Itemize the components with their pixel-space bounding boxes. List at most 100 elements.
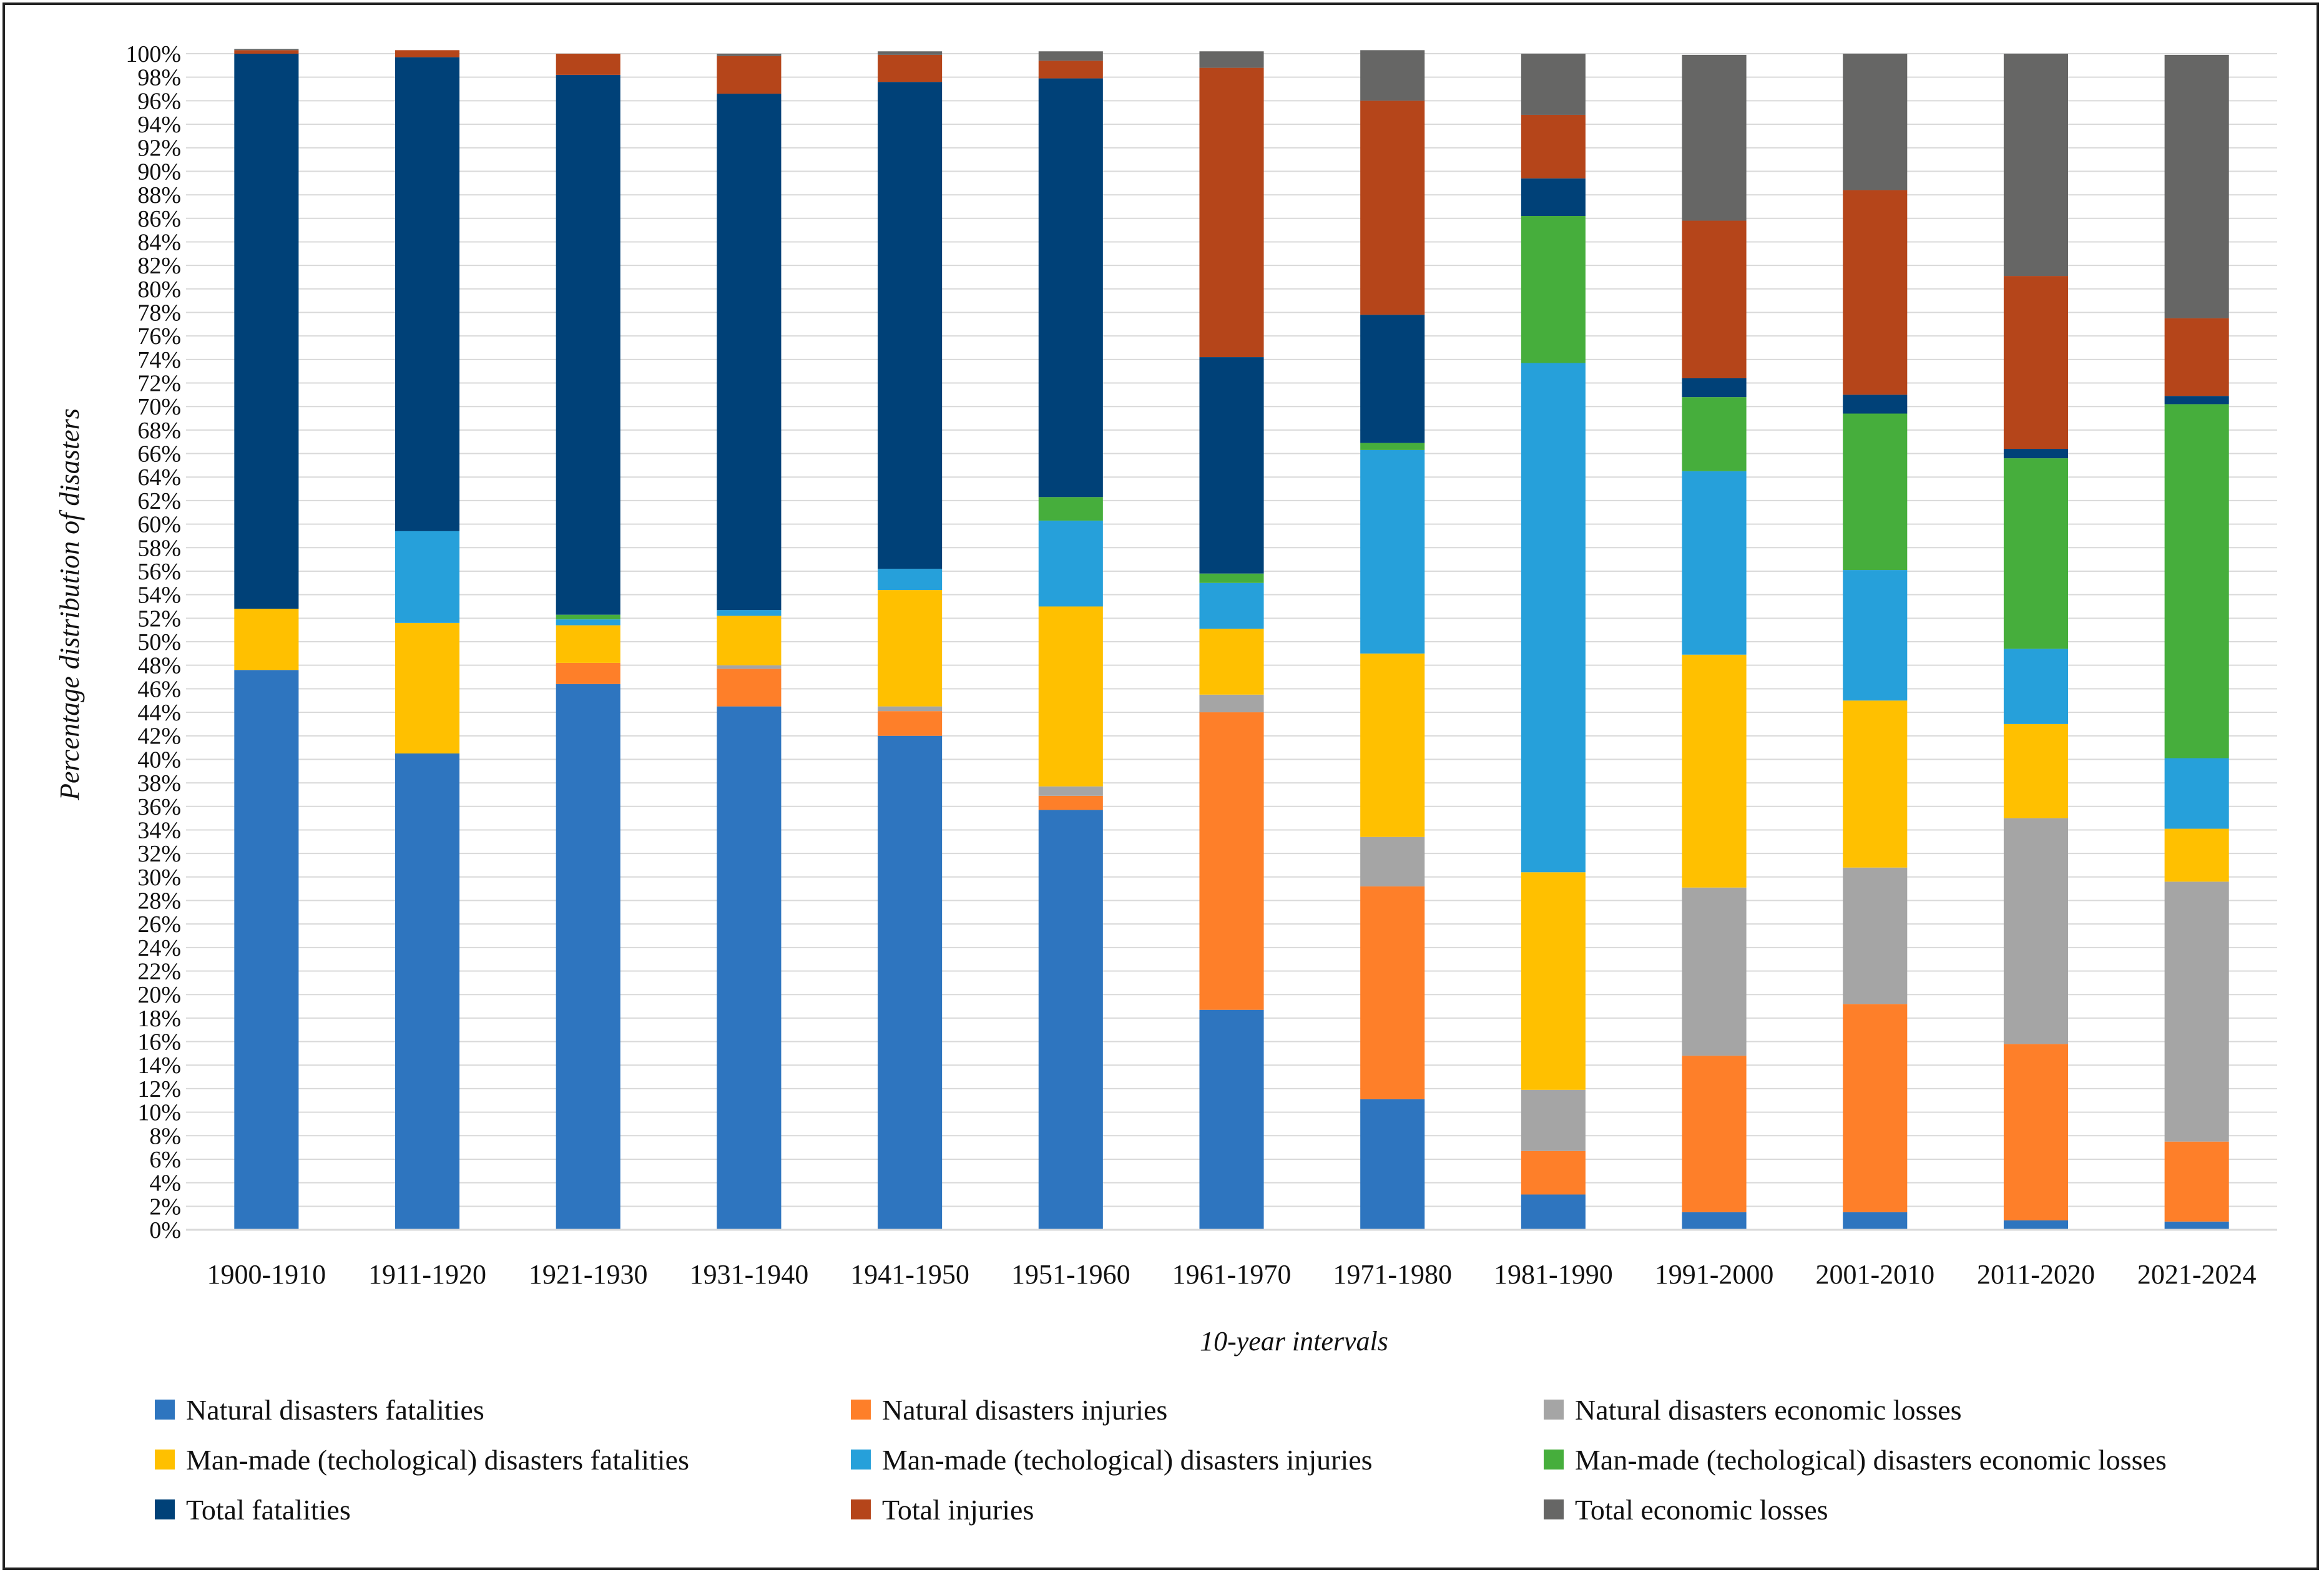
bar-segment — [1199, 694, 1264, 713]
x-axis-title: 10-year intervals — [1200, 1326, 1388, 1357]
y-tick-label: 68% — [137, 418, 181, 444]
bar-segment — [1360, 449, 1425, 654]
bar-segment — [2003, 458, 2068, 649]
x-tick-label: 1921-1930 — [529, 1259, 648, 1290]
y-tick-label: 92% — [137, 135, 181, 162]
bar-segment — [1682, 378, 1747, 398]
bar-segment — [556, 662, 620, 684]
bar-segment — [1682, 397, 1747, 471]
bar-segment — [1360, 1099, 1425, 1230]
bar-segment — [1682, 1056, 1747, 1212]
legend-swatch — [851, 1499, 871, 1519]
legend-item: Total fatalities — [155, 1488, 351, 1531]
bar-segment — [2164, 404, 2229, 758]
y-tick-label: 40% — [137, 747, 181, 773]
bar-segment — [1521, 1194, 1586, 1230]
bar-stack-2001-2010 — [1843, 54, 1908, 1230]
x-tick-label: 2011-2020 — [1977, 1259, 2095, 1290]
y-tick-label: 18% — [137, 1006, 181, 1032]
legend-item: Total economic losses — [1544, 1488, 1828, 1531]
bar-segment — [1682, 1212, 1747, 1230]
bar-segment — [1360, 886, 1425, 1099]
legend-item: Man-made (techological) disasters injuri… — [851, 1438, 1373, 1481]
bar-segment — [2003, 818, 2068, 1044]
bar-stack-1900-1910 — [234, 49, 299, 1230]
y-tick-label: 52% — [137, 606, 181, 632]
bar-segment — [1843, 1212, 1908, 1230]
bar-segment — [2003, 1220, 2068, 1230]
bar-segment — [2164, 881, 2229, 1142]
y-tick-label: 100% — [125, 41, 181, 67]
y-tick-label: 8% — [149, 1123, 181, 1149]
y-tick-label: 4% — [149, 1170, 181, 1197]
bar-segment — [1682, 887, 1747, 1056]
bar-segment — [1199, 582, 1264, 629]
y-tick-label: 90% — [137, 159, 181, 185]
y-tick-label: 96% — [137, 88, 181, 114]
legend-swatch — [155, 1450, 175, 1470]
legend-swatch — [155, 1400, 175, 1420]
y-tick-label: 10% — [137, 1100, 181, 1126]
bar-segment — [556, 684, 620, 1230]
bar-segment — [395, 622, 460, 753]
bar-segment — [1843, 54, 1908, 190]
bar-stack-1951-1960 — [1038, 51, 1103, 1230]
bar-segment — [1199, 1009, 1264, 1230]
bar-segment — [878, 569, 943, 591]
bar-segment — [2164, 396, 2229, 405]
bar-segment — [1360, 101, 1425, 315]
bar-stack-1991-2000 — [1682, 54, 1747, 1230]
bar-segment — [556, 54, 620, 75]
bar-segment — [1360, 443, 1425, 450]
legend-label: Man-made (techological) disasters fatali… — [186, 1443, 689, 1476]
y-tick-label: 84% — [137, 229, 181, 255]
y-tick-label: 94% — [137, 112, 181, 138]
bar-segment — [1038, 520, 1103, 607]
legend-label: Man-made (techological) disasters econom… — [1575, 1443, 2167, 1476]
bar-segment — [234, 54, 299, 609]
bar-segment — [395, 57, 460, 531]
x-tick-label: 1981-1990 — [1494, 1259, 1613, 1290]
legend: Natural disasters fatalities Natural disa… — [155, 1388, 2277, 1550]
bar-segment — [2003, 276, 2068, 449]
bar-segment — [556, 614, 620, 620]
legend-label: Total economic losses — [1575, 1493, 1828, 1526]
stacked-bar-chart: 0%2%4%6%8%10%12%14%16%18%20%22%24%26%28%… — [54, 41, 2277, 1357]
y-tick-label: 12% — [137, 1076, 181, 1102]
legend-label: Natural disasters economic losses — [1575, 1393, 1962, 1426]
y-tick-label: 24% — [137, 935, 181, 961]
legend-swatch — [1544, 1499, 1564, 1519]
y-tick-label: 78% — [137, 300, 181, 326]
bar-segment — [2003, 1044, 2068, 1220]
bar-segment — [1038, 61, 1103, 79]
bar-segment — [717, 665, 782, 669]
y-tick-label: 86% — [137, 206, 181, 232]
bar-segment — [1521, 363, 1586, 873]
bar-segment — [1521, 178, 1586, 216]
bar-stack-1971-1980 — [1360, 50, 1425, 1230]
bar-segment — [1038, 497, 1103, 521]
bar-segment — [1199, 51, 1264, 68]
bar-segment — [1038, 810, 1103, 1230]
bar-segment — [2003, 724, 2068, 818]
bar-segment — [1843, 395, 1908, 414]
x-tick-label: 2001-2010 — [1815, 1259, 1934, 1290]
y-tick-label: 48% — [137, 653, 181, 679]
bar-segment — [1682, 654, 1747, 888]
y-tick-label: 64% — [137, 464, 181, 491]
y-tick-label: 88% — [137, 182, 181, 209]
y-tick-label: 20% — [137, 982, 181, 1008]
bar-segment — [1521, 54, 1586, 115]
legend-swatch — [155, 1499, 175, 1519]
legend-item: Man-made (techological) disasters fatali… — [155, 1438, 689, 1481]
bar-segment — [556, 625, 620, 663]
y-tick-label: 6% — [149, 1147, 181, 1173]
bar-segment — [2164, 1221, 2229, 1230]
bar-segment — [878, 706, 943, 712]
legend-item: Man-made (techological) disasters econom… — [1544, 1438, 2167, 1481]
bar-segment — [2003, 54, 2068, 277]
legend-label: Natural disasters injuries — [882, 1393, 1168, 1426]
bar-stack-1981-1990 — [1521, 54, 1586, 1230]
bar-segment — [2164, 758, 2229, 829]
x-tick-label: 1900-1910 — [207, 1259, 326, 1290]
